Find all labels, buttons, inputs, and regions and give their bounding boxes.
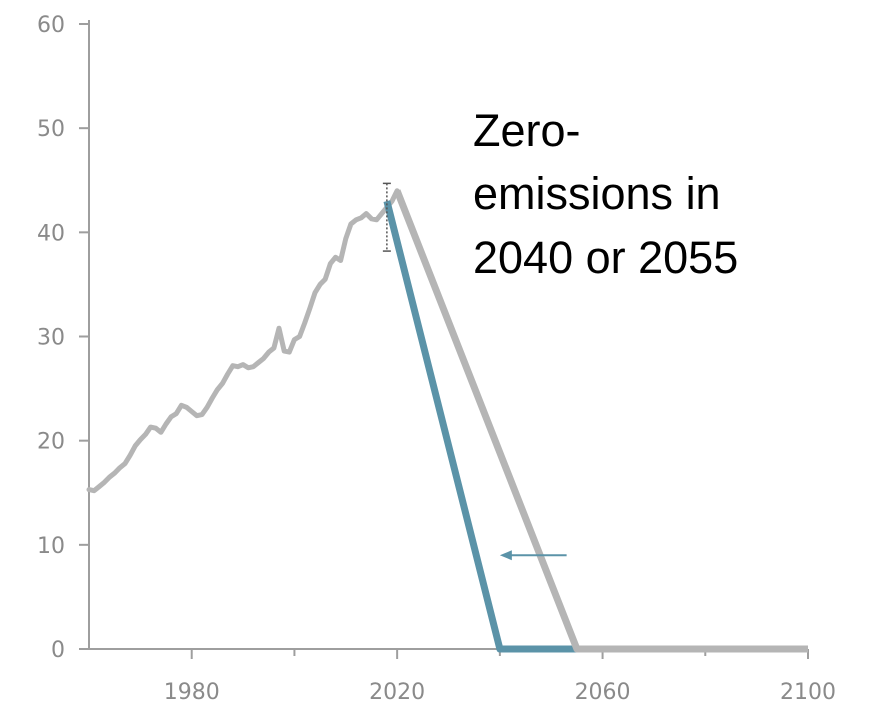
historical-emissions-line xyxy=(86,188,400,494)
y-tick-label: 20 xyxy=(37,430,65,455)
annotation: Zero- emissions in 2040 or 2055 xyxy=(473,105,738,283)
marks-layer xyxy=(382,182,567,561)
y-tick-label: 30 xyxy=(37,326,65,351)
y-tick-label: 40 xyxy=(37,221,65,246)
y-tick-label: 10 xyxy=(37,534,65,559)
annotation-line-1: Zero- xyxy=(473,105,581,156)
x-tick-label: 2060 xyxy=(575,680,631,705)
y-tick-label: 60 xyxy=(37,13,65,38)
y-tick-label: 50 xyxy=(37,117,65,142)
x-tick-label: 2020 xyxy=(369,680,425,705)
annotation-line-3: 2040 or 2055 xyxy=(473,232,738,283)
zero-2040-pathway-line xyxy=(383,200,577,653)
x-tick-label: 2100 xyxy=(780,680,836,705)
axes: 0 10 20 30 40 50 60 1980 2020 2060 2100 xyxy=(37,13,836,705)
shift-arrow-head xyxy=(499,550,512,561)
series-layer xyxy=(86,188,808,653)
annotation-line-2: emissions in xyxy=(473,168,721,219)
y-tick-label: 0 xyxy=(51,638,65,663)
x-tick-label: 1980 xyxy=(164,680,220,705)
zero-2055-pathway-line xyxy=(393,189,808,653)
